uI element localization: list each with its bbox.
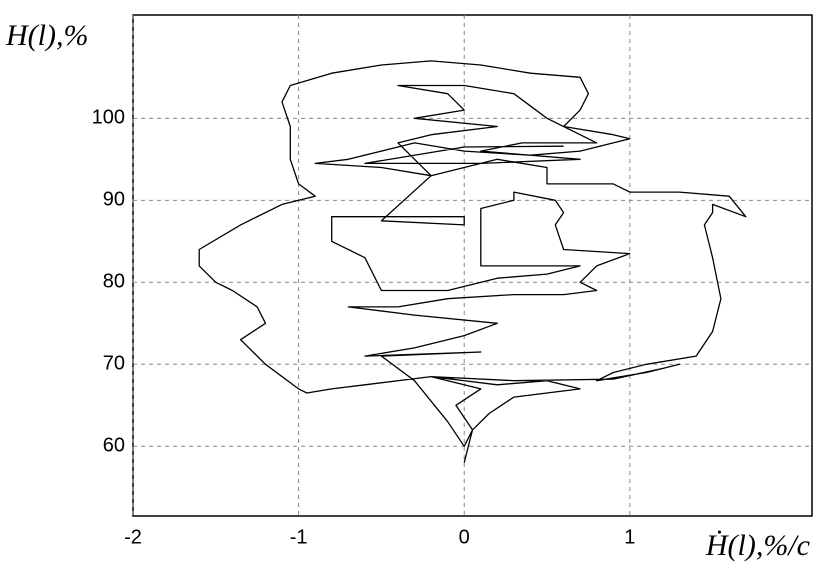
plot-frame [132,14,813,517]
x-tick-label: 1 [624,526,635,548]
trajectory-line [198,60,747,463]
x-tick-label: -1 [290,526,308,548]
y-tick-label: 80 [103,271,125,293]
y-tick-label: 70 [103,353,125,375]
y-tick-label: 90 [103,189,125,211]
y-tick-label: 60 [103,435,125,457]
x-axis-title: Ḣ(l),%/c [705,529,810,562]
y-axis-title: H(l),% [5,19,88,52]
x-tick-label: -2 [124,526,142,548]
y-tick-label: 100 [92,107,125,129]
x-tick-label: 0 [459,526,470,548]
